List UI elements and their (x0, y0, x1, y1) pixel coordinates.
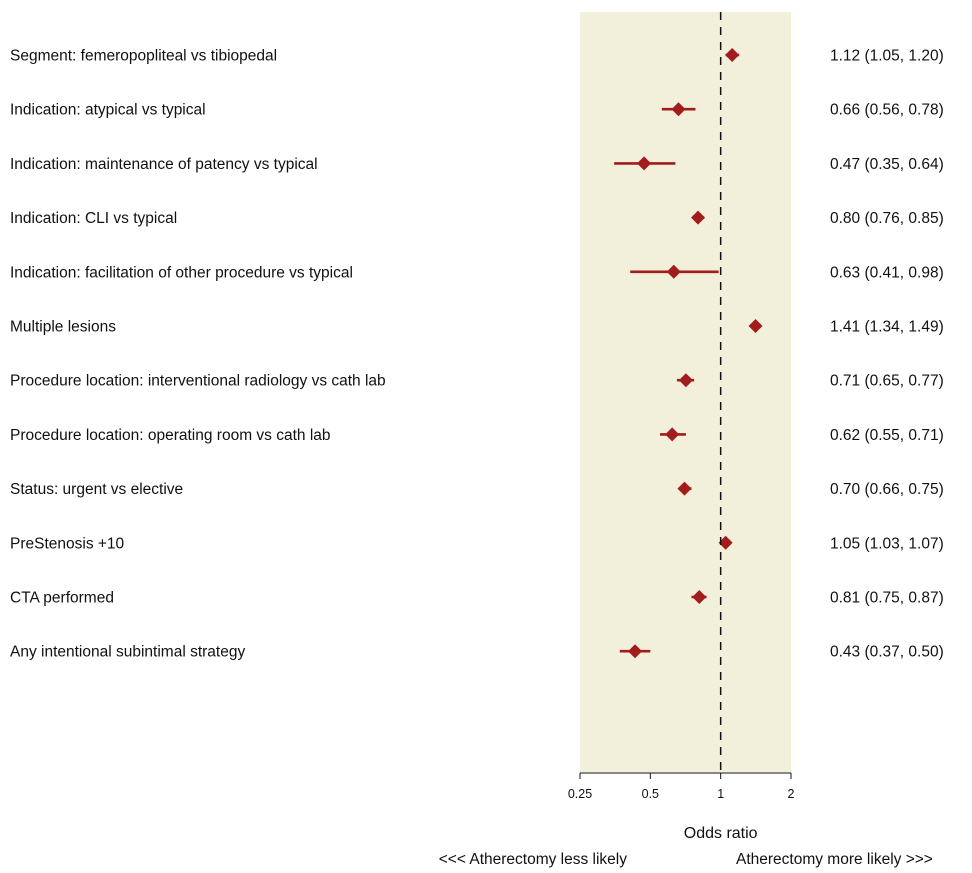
forest-row: Segment: femeropopliteal vs tibiopedal 1.… (10, 48, 944, 65)
forest-row: CTA performed 0.81 (0.75, 0.87) (10, 590, 944, 607)
forest-row: Indication: maintenance of patency vs ty… (10, 156, 944, 173)
row-label: Indication: atypical vs typical (10, 102, 206, 119)
row-label: Procedure location: interventional radio… (10, 373, 386, 390)
row-label: Procedure location: operating room vs ca… (10, 427, 331, 444)
row-value: 1.41 (1.34, 1.49) (830, 319, 944, 336)
x-tick-label: 2 (788, 787, 795, 801)
row-value: 0.66 (0.56, 0.78) (830, 102, 944, 119)
odds-ratio-marker (725, 48, 740, 62)
row-label: Status: urgent vs elective (10, 481, 183, 498)
x-tick-label: 0.25 (568, 787, 592, 801)
x-tick-label: 0.5 (642, 787, 659, 801)
row-label: Segment: femeropopliteal vs tibiopedal (10, 48, 277, 65)
row-value: 0.70 (0.66, 0.75) (830, 481, 944, 498)
x-axis: 0.25 0.5 1 2 (568, 772, 795, 801)
odds-ratio-marker (677, 481, 692, 496)
row-value: 0.43 (0.37, 0.50) (830, 644, 944, 661)
row-value: 0.47 (0.35, 0.64) (830, 156, 944, 173)
odds-ratio-marker (678, 373, 693, 388)
row-value: 0.63 (0.41, 0.98) (830, 264, 944, 281)
forest-row: Indication: CLI vs typical 0.80 (0.76, 0.… (10, 210, 944, 227)
row-value: 0.81 (0.75, 0.87) (830, 590, 944, 607)
x-axis-title: Odds ratio (684, 825, 758, 842)
row-label: Indication: facilitation of other proced… (10, 264, 353, 281)
forest-rows: Segment: femeropopliteal vs tibiopedal 1.… (10, 48, 944, 661)
row-label: Multiple lesions (10, 319, 116, 336)
forest-row: Procedure location: operating room vs ca… (10, 427, 944, 444)
odds-ratio-marker (628, 644, 643, 659)
forest-row: Indication: facilitation of other proced… (10, 264, 944, 281)
direction-label-left: <<< Atherectomy less likely (439, 851, 627, 868)
forest-row: PreStenosis +10 1.05 (1.03, 1.07) (10, 535, 944, 552)
forest-row: Status: urgent vs elective 0.70 (0.66, 0.… (10, 481, 944, 498)
row-value: 1.05 (1.03, 1.07) (830, 535, 944, 552)
direction-label-right: Atherectomy more likely >>> (736, 851, 933, 868)
row-value: 0.80 (0.76, 0.85) (830, 210, 944, 227)
odds-ratio-marker (692, 590, 707, 604)
odds-ratio-marker (748, 319, 763, 333)
forest-row: Procedure location: interventional radio… (10, 373, 944, 390)
odds-ratio-marker (691, 210, 706, 225)
row-label: Indication: maintenance of patency vs ty… (10, 156, 318, 173)
plot-panel-background (580, 12, 791, 772)
x-tick-label: 1 (717, 787, 724, 801)
row-value: 0.71 (0.65, 0.77) (830, 373, 944, 390)
forest-row: Multiple lesions 1.41 (1.34, 1.49) (10, 319, 944, 336)
forest-row: Indication: atypical vs typical 0.66 (0.5… (10, 102, 944, 119)
row-label: CTA performed (10, 590, 114, 607)
row-value: 1.12 (1.05, 1.20) (830, 48, 944, 65)
row-label: Indication: CLI vs typical (10, 210, 177, 227)
odds-ratio-marker (665, 427, 680, 442)
odds-ratio-marker (718, 535, 733, 550)
odds-ratio-marker (671, 102, 686, 117)
odds-ratio-marker (666, 264, 681, 279)
row-label: Any intentional subintimal strategy (10, 644, 245, 661)
row-value: 0.62 (0.55, 0.71) (830, 427, 944, 444)
odds-ratio-marker (637, 156, 652, 171)
forest-row: Any intentional subintimal strategy 0.43 … (10, 644, 944, 661)
row-label: PreStenosis +10 (10, 535, 125, 552)
